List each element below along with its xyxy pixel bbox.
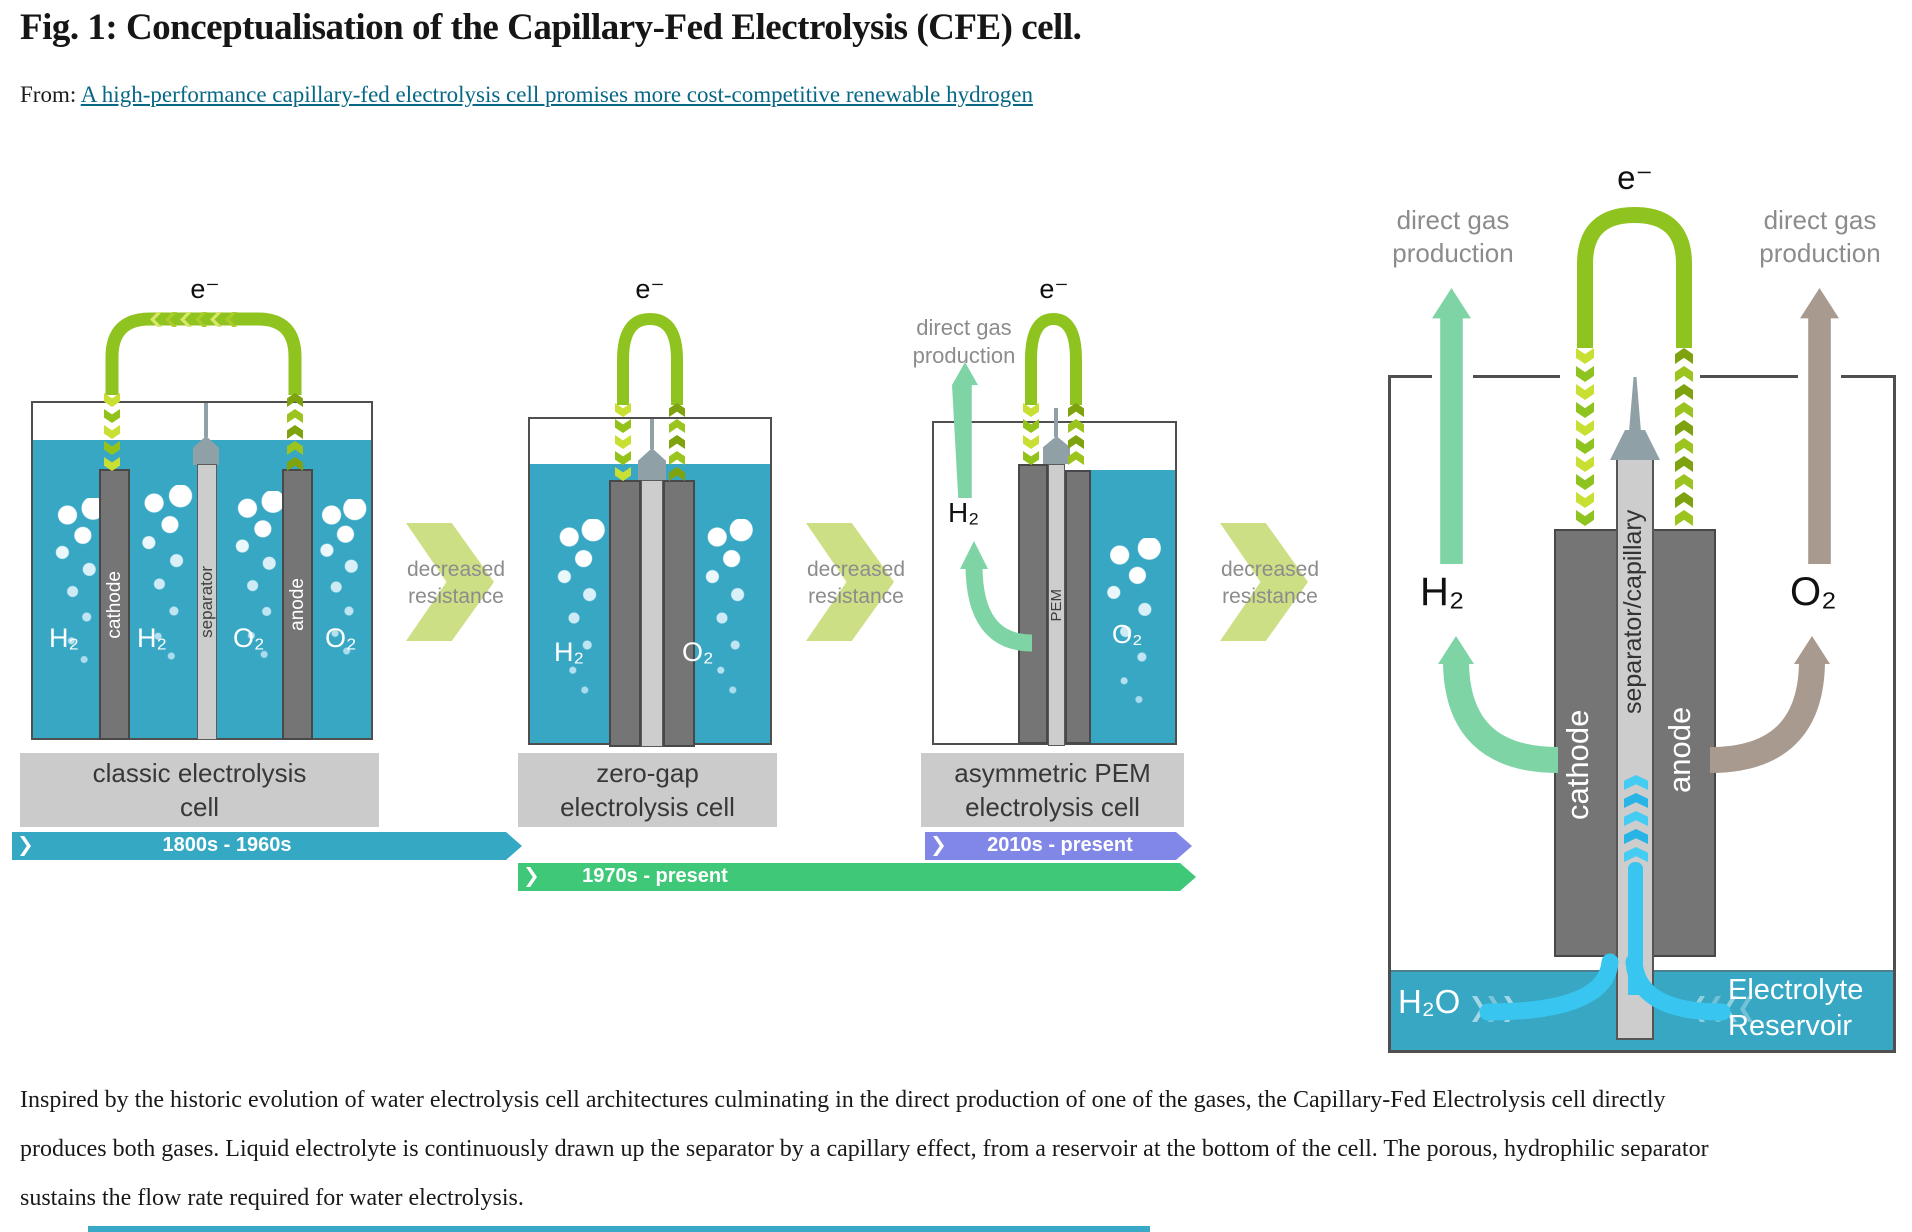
transition-label: decreased resistance	[806, 558, 906, 608]
h2-label: H₂	[137, 623, 167, 653]
source-line: From: A high-performance capillary-fed e…	[20, 82, 1033, 108]
electron-flow-chevrons	[287, 393, 303, 471]
timeline-bar-1970s: 1970s - present	[518, 863, 1196, 891]
zerogap-cell-container: H₂ O₂	[528, 417, 772, 747]
classic-cell-container: cathode anode separator H₂ H₂ O₂ O₂	[31, 401, 373, 740]
separator-stem	[1054, 408, 1058, 437]
pem-membrane-bar: PEM	[1048, 464, 1065, 746]
o2-label: O₂	[325, 623, 357, 653]
cell-caption-box: asymmetric PEM electrolysis cell	[921, 753, 1184, 827]
reservoir-uptake-flow	[1479, 953, 1731, 1021]
gas-bubbles	[227, 491, 291, 663]
h2-label: H₂	[948, 497, 980, 528]
h2-curved-arrow	[960, 541, 1033, 652]
separator-stem	[204, 403, 208, 437]
anode-bar	[1065, 470, 1091, 744]
bottom-divider	[88, 1226, 1150, 1232]
gas-bubbles	[698, 519, 758, 699]
separator-stem	[650, 419, 654, 449]
h2-label: H₂	[49, 623, 79, 653]
gas-bubbles	[550, 519, 610, 699]
anode-bar	[663, 480, 695, 747]
timeline-bar-2010s: 2010s - present	[925, 832, 1192, 860]
separator-label: separator	[197, 566, 216, 638]
electron-wire	[1577, 206, 1692, 348]
reservoir-label: Electrolyte Reservoir	[1728, 974, 1864, 1042]
cfe-anode-label: anode	[1662, 706, 1697, 794]
electron-flow-chevrons	[150, 312, 237, 327]
cfe-top-border	[1388, 375, 1432, 378]
source-article-link[interactable]: A high-performance capillary-fed electro…	[80, 82, 1033, 107]
cfe-top-border	[1700, 375, 1798, 378]
h2-label: H₂	[1420, 570, 1465, 614]
cfe-separator-label: separator/capillary	[1619, 509, 1647, 715]
electron-flow-chevrons	[1576, 348, 1594, 526]
page-title: Fig. 1: Conceptualisation of the Capilla…	[20, 7, 1082, 48]
separator-bar: separator	[197, 464, 217, 740]
timeline-notch-icon	[526, 867, 537, 887]
separator-cap	[638, 448, 666, 480]
o2-label: O₂	[233, 623, 265, 653]
cfe-cathode-label: cathode	[1560, 709, 1595, 821]
cell-caption-box: classic electrolysis cell	[20, 753, 379, 827]
timeline-notch-icon	[933, 836, 944, 856]
cathode-label: cathode	[103, 570, 125, 639]
timeline-notch-icon	[20, 836, 31, 856]
cathode-bar	[609, 480, 641, 747]
electron-flow-chevrons	[1023, 403, 1039, 465]
gas-bubbles	[1096, 538, 1170, 708]
electron-flow-chevrons	[104, 393, 120, 471]
anode-bar: anode	[282, 469, 313, 740]
transition-label: decreased resistance	[406, 558, 506, 608]
cathode-bar	[1018, 464, 1048, 744]
cell-caption-box: zero-gap electrolysis cell	[518, 753, 777, 827]
transition-label: decreased resistance	[1220, 558, 1320, 608]
from-label: From:	[20, 82, 77, 107]
timeline-bar-1800s: 1800s - 1960s	[12, 832, 522, 860]
separator-cap	[1043, 436, 1070, 464]
o2-label: O₂	[1790, 570, 1837, 614]
electron-flow-chevrons	[615, 403, 631, 481]
electron-label: e⁻	[1039, 274, 1069, 304]
electron-flow-chevrons	[1675, 348, 1693, 526]
cfe-top-border	[1841, 375, 1896, 378]
h2-curved-arrow	[1438, 636, 1559, 773]
cfe-top-border	[1473, 375, 1560, 378]
gas-bubbles	[133, 485, 199, 665]
electron-wire	[617, 312, 683, 405]
electron-label: e⁻	[1617, 159, 1653, 196]
electron-flow-chevrons	[1068, 403, 1084, 465]
direct-gas-annotation: direct gas production	[1759, 205, 1881, 268]
electron-flow-chevrons	[669, 403, 685, 481]
capillary-flow-chevrons	[1624, 775, 1648, 862]
direct-gas-annotation: direct gas production	[1392, 205, 1514, 268]
h2o-label: H₂O	[1398, 983, 1461, 1020]
gas-bubbles	[313, 499, 371, 659]
electron-wire	[1025, 312, 1082, 405]
o2-label: O₂	[1112, 619, 1143, 649]
h2-label: H₂	[554, 637, 584, 667]
anode-label: anode	[286, 578, 308, 631]
separator-bar	[641, 480, 663, 747]
electron-wire	[105, 312, 302, 395]
pem-label: PEM	[1048, 588, 1065, 622]
cathode-bar: cathode	[99, 469, 130, 740]
electron-label: e⁻	[635, 274, 665, 304]
o2-label: O₂	[682, 637, 714, 667]
electron-label: e⁻	[190, 274, 220, 304]
o2-curved-arrow	[1709, 636, 1830, 773]
figure-caption: Inspired by the historic evolution of wa…	[20, 1087, 1709, 1211]
